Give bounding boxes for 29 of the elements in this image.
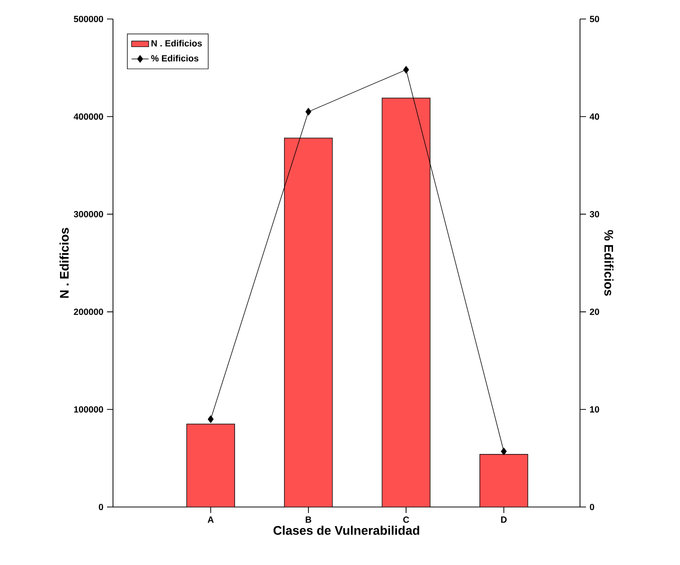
point	[305, 108, 312, 116]
y-axis-title: N . Edificios	[60, 228, 69, 298]
x-axis-title: Clases de Vulnerabilidad	[274, 526, 420, 535]
y2-tick-label: 10	[590, 406, 600, 413]
y-tick-label: 400000	[74, 113, 104, 120]
point	[500, 448, 507, 456]
y-tick-label: 300000	[74, 211, 104, 218]
bar	[382, 98, 430, 507]
point	[208, 415, 214, 423]
x-tick-label: A	[208, 516, 214, 523]
legend-label: % Edificios	[151, 54, 198, 62]
bar	[186, 424, 236, 507]
y2-tick-label: 0	[590, 504, 594, 510]
y2-tick-label: 20	[590, 308, 600, 315]
y2-tick-label: 30	[590, 211, 600, 218]
bar	[480, 454, 528, 507]
y-tick-label: 0	[98, 504, 104, 510]
bar	[284, 138, 333, 507]
point	[403, 66, 410, 74]
legend-label: N . Edificios	[152, 40, 202, 47]
y2-tick-label: 40	[590, 113, 600, 120]
y-tick-label: 500000	[74, 16, 104, 22]
y2-tick-label: 50	[590, 16, 600, 22]
y-tick-label: 200000	[74, 308, 104, 315]
x-tick-label: B	[306, 516, 312, 523]
x-tick-label: D	[501, 516, 507, 523]
y2-axis-title: % Edificios	[604, 230, 614, 296]
y-tick-label: 100000	[74, 406, 104, 413]
x-tick-label: C	[403, 516, 410, 523]
